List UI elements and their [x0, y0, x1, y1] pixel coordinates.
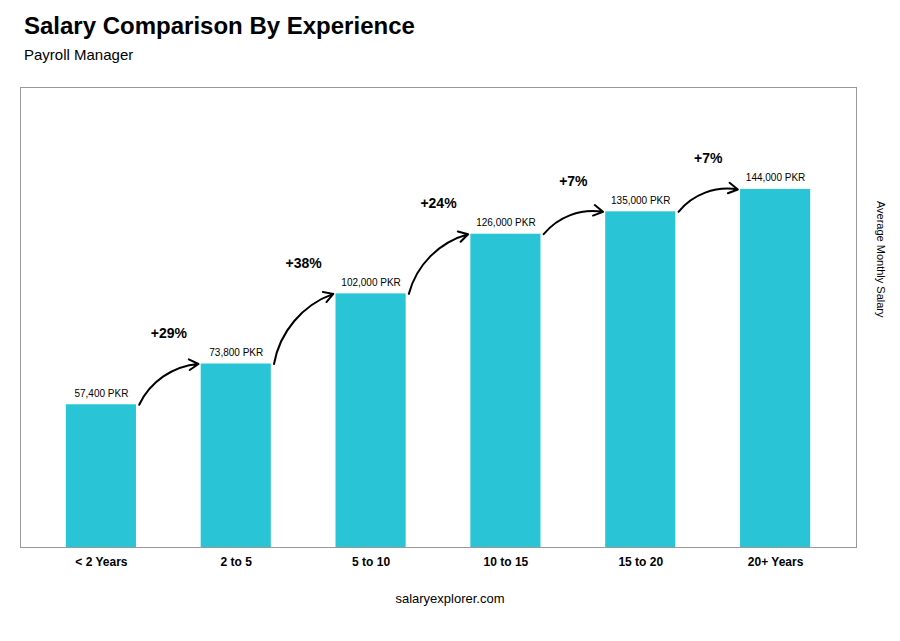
svg-text:5 to 10: 5 to 10: [352, 555, 390, 569]
svg-text:< 2 Years: < 2 Years: [75, 555, 127, 569]
svg-text:10 to 15: 10 to 15: [484, 555, 529, 569]
html-text:Salary Comparison By Experienc: Salary Comparison By Experience: [24, 12, 415, 39]
svg-text:+24%: +24%: [420, 195, 457, 211]
svg-text:126,000 PKR: 126,000 PKR: [476, 217, 535, 228]
html-text:Payroll Manager: Payroll Manager: [24, 46, 134, 63]
svg-text:+38%: +38%: [286, 255, 323, 271]
svg-text:20+ Years: 20+ Years: [748, 555, 804, 569]
svg-text:+7%: +7%: [694, 150, 723, 166]
svg-text:15 to 20: 15 to 20: [618, 555, 663, 569]
html-text:salaryexplorer.com: salaryexplorer.com: [395, 591, 505, 606]
svg-text:144,000 PKR: 144,000 PKR: [746, 172, 806, 183]
svg-text:102,000 PKR: 102,000 PKR: [341, 277, 401, 288]
svg-text:+29%: +29%: [151, 325, 188, 341]
svg-text:135,000 PKR: 135,000 PKR: [611, 195, 671, 206]
svg-text:+7%: +7%: [559, 173, 588, 189]
svg-text:57,400 PKR: 57,400 PKR: [74, 388, 128, 399]
svg-text:Average Monthly Salary: Average Monthly Salary: [875, 201, 887, 318]
svg-text:73,800 PKR: 73,800 PKR: [209, 347, 263, 358]
svg-text:2 to 5: 2 to 5: [221, 555, 253, 569]
